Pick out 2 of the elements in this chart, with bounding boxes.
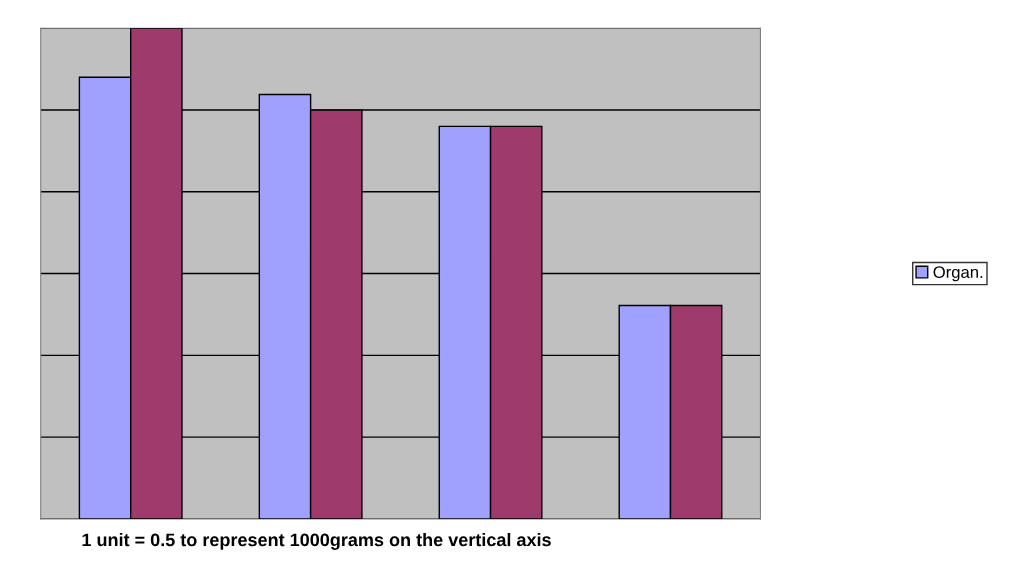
text: 1 unit = 0.5 to represent 1000grams on the vertical axis — [82, 532, 551, 550]
legend-label: Organ. — [933, 266, 983, 282]
